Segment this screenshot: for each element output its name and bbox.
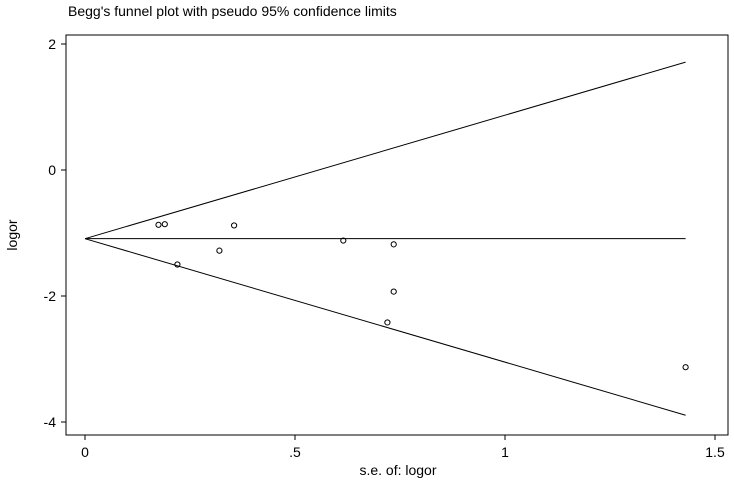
x-tick-label: 1 <box>501 444 509 460</box>
chart-title: Begg's funnel plot with pseudo 95% confi… <box>68 3 397 19</box>
confidence-lines <box>84 61 686 416</box>
y-tick-label: 0 <box>48 162 56 178</box>
x-axis-label: s.e. of: logor <box>359 462 436 478</box>
y-tick-label: -2 <box>44 288 57 304</box>
plot-frame <box>65 34 729 436</box>
axes: -4 -2 0 2 0 .5 1 1.5 <box>44 36 725 460</box>
data-point <box>390 241 397 248</box>
data-point <box>682 364 689 371</box>
data-point <box>384 319 391 326</box>
data-point <box>231 222 238 229</box>
data-points <box>155 221 689 371</box>
upper-confidence-limit <box>84 61 686 240</box>
data-point <box>340 237 347 244</box>
y-axis-label: logor <box>4 219 20 250</box>
lower-confidence-limit <box>84 238 686 416</box>
data-point <box>174 261 181 268</box>
x-tick-label: .5 <box>289 444 301 460</box>
y-tick-label: -4 <box>44 414 57 430</box>
x-tick-label: 1.5 <box>705 444 725 460</box>
y-tick-label: 2 <box>48 36 56 52</box>
data-point <box>390 288 397 295</box>
data-point <box>216 247 223 254</box>
x-tick-label: 0 <box>81 444 89 460</box>
data-point <box>161 221 168 228</box>
data-point <box>155 221 162 228</box>
